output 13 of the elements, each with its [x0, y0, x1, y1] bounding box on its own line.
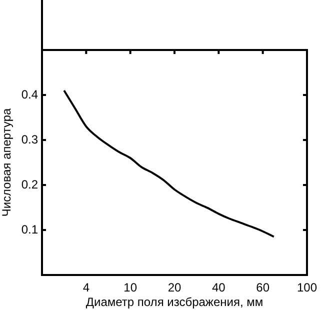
x-tick-label: 100: [296, 280, 318, 295]
y-tick-label: 0.2: [21, 177, 38, 192]
line-series: [63, 90, 275, 238]
x-tick-label: 60: [256, 280, 270, 295]
x-tick-label: 40: [212, 280, 226, 295]
y-tick-label: 0.1: [21, 222, 38, 236]
y-tick-label: 0.3: [21, 132, 38, 146]
x-tick-label: 4: [82, 280, 90, 295]
y-tick-label: 0.4: [21, 87, 38, 102]
x-axis-title: Диаметр поля изсбражения, мм: [86, 295, 264, 310]
x-tick-label: 20: [168, 280, 182, 295]
y-axis-title: Числовая апертура: [0, 108, 14, 217]
x-tick-label: 10: [124, 280, 138, 295]
